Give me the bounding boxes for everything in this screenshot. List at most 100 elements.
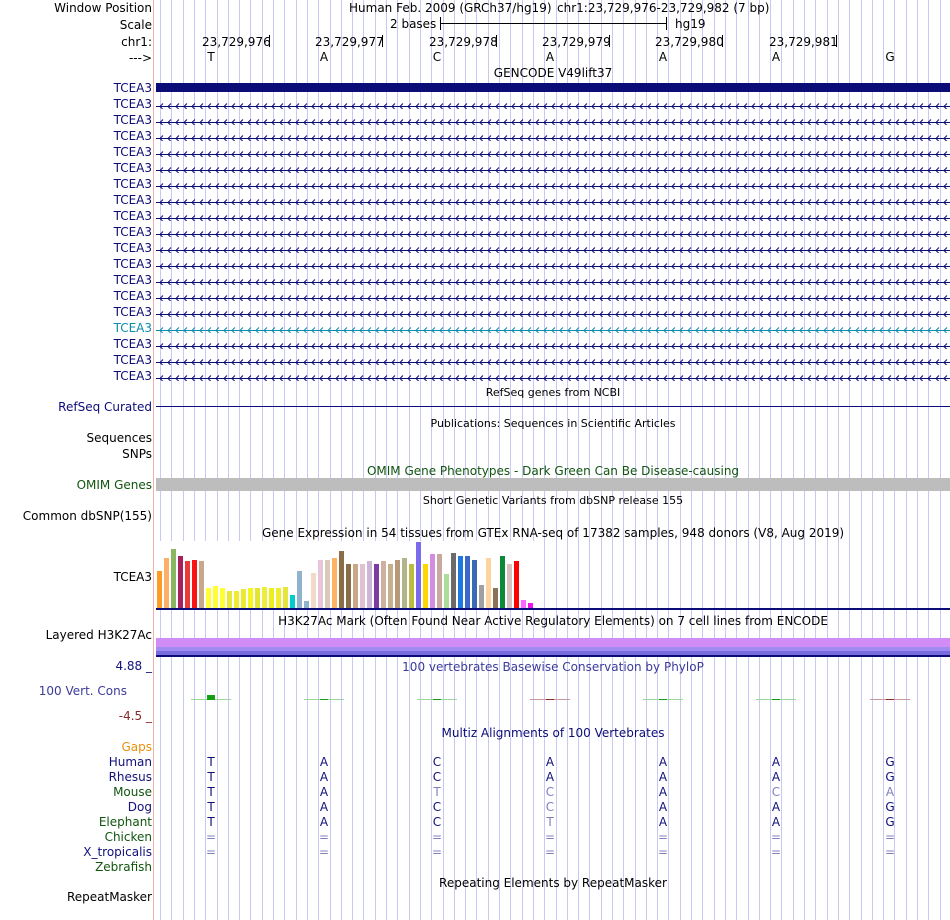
phylop-score[interactable] (320, 699, 328, 700)
gtex-tissue-bar[interactable] (465, 556, 470, 608)
gtex-tissue-bar[interactable] (171, 549, 176, 608)
gtex-tissue-bar[interactable] (486, 558, 491, 608)
multiz-species-label[interactable]: Dog (127, 800, 152, 814)
gencode-transcript-label[interactable]: TCEA3 (113, 289, 152, 303)
gtex-tissue-bar[interactable] (262, 587, 267, 608)
gencode-transcript-label[interactable]: TCEA3 (113, 177, 152, 191)
gtex-tissue-bar[interactable] (157, 571, 162, 608)
gtex-tissue-bar[interactable] (388, 564, 393, 608)
gtex-tissue-bar[interactable] (507, 564, 512, 608)
gencode-transcript-label[interactable]: TCEA3 (113, 129, 152, 143)
phylop-score[interactable] (886, 699, 894, 700)
gencode-transcript-label[interactable]: TCEA3 (113, 305, 152, 319)
gtex-tissue-bar[interactable] (297, 571, 302, 608)
gtex-tissue-bar[interactable] (479, 585, 484, 608)
h3k27ac-layer-3[interactable] (156, 651, 950, 655)
gtex-tissue-bar[interactable] (451, 553, 456, 608)
gtex-tissue-bar[interactable] (206, 588, 211, 608)
gencode-transcript-line[interactable] (156, 132, 950, 141)
gtex-tissue-bar[interactable] (332, 558, 337, 608)
refseq-label[interactable]: RefSeq Curated (58, 400, 152, 414)
gtex-tissue-bar[interactable] (437, 554, 442, 608)
phylop-score[interactable] (772, 699, 780, 700)
gtex-tissue-bar[interactable] (241, 589, 246, 608)
gtex-tissue-bar[interactable] (514, 561, 519, 608)
gtex-label[interactable]: TCEA3 (113, 570, 152, 584)
gtex-tissue-bar[interactable] (402, 558, 407, 608)
gtex-tissue-bar[interactable] (234, 591, 239, 608)
gtex-tissue-bar[interactable] (346, 564, 351, 608)
gtex-tissue-bar[interactable] (528, 603, 533, 608)
gtex-tissue-bar[interactable] (213, 586, 218, 608)
gtex-tissue-bar[interactable] (423, 564, 428, 608)
gencode-transcript-line[interactable] (156, 244, 950, 253)
gencode-transcript-label[interactable]: TCEA3 (113, 145, 152, 159)
multiz-gaps-label[interactable]: Gaps (121, 740, 152, 754)
gtex-tissue-bar[interactable] (304, 601, 309, 608)
gencode-transcript-line[interactable] (156, 308, 950, 317)
gtex-tissue-bar[interactable] (444, 574, 449, 608)
repeatmasker-label[interactable]: RepeatMasker (66, 890, 152, 904)
gencode-transcript-label[interactable]: TCEA3 (113, 225, 152, 239)
gencode-transcript-line[interactable] (156, 164, 950, 173)
gtex-tissue-bar[interactable] (493, 588, 498, 608)
gencode-transcript-line[interactable] (156, 116, 950, 125)
gtex-tissue-bar[interactable] (367, 561, 372, 608)
gtex-tissue-bar[interactable] (458, 556, 463, 608)
gtex-tissue-bar[interactable] (255, 588, 260, 608)
gtex-tissue-bar[interactable] (220, 588, 225, 608)
gtex-tissue-bar[interactable] (164, 558, 169, 608)
gencode-transcript-line[interactable] (156, 228, 950, 237)
gtex-tissue-bar[interactable] (416, 542, 421, 608)
phylop-score[interactable] (659, 699, 667, 700)
gtex-tissue-bar[interactable] (500, 556, 505, 608)
gencode-transcript-label[interactable]: TCEA3 (113, 273, 152, 287)
gtex-tissue-bar[interactable] (311, 573, 316, 608)
gtex-tissue-bar[interactable] (192, 560, 197, 608)
gencode-transcript-label[interactable]: TCEA3 (113, 257, 152, 271)
gencode-transcript-line[interactable] (156, 372, 950, 381)
phylop-score[interactable] (433, 699, 441, 700)
gtex-tissue-bar[interactable] (283, 587, 288, 608)
multiz-species-label[interactable]: Zebrafish (95, 860, 152, 874)
gtex-tissue-bar[interactable] (430, 554, 435, 608)
gtex-tissue-bar[interactable] (409, 564, 414, 608)
gtex-tissue-bar[interactable] (276, 588, 281, 608)
multiz-species-label[interactable]: Rhesus (108, 770, 152, 784)
dbsnp-label[interactable]: Common dbSNP(155) (22, 509, 152, 523)
h3k27ac-layer-1[interactable] (156, 638, 950, 647)
gtex-tissue-bar[interactable] (178, 556, 183, 608)
gencode-gene-label[interactable]: TCEA3 (113, 81, 152, 95)
phylop-label[interactable]: 100 Vert. Cons (38, 684, 127, 698)
gtex-tissue-bar[interactable] (374, 564, 379, 608)
gtex-tissue-bar[interactable] (353, 564, 358, 608)
multiz-species-label[interactable]: Elephant (98, 815, 152, 829)
gencode-transcript-line[interactable] (156, 212, 950, 221)
gtex-bar-chart[interactable] (156, 541, 536, 608)
gencode-transcript-label[interactable]: TCEA3 (113, 161, 152, 175)
gtex-tissue-bar[interactable] (199, 561, 204, 608)
gencode-transcript-line[interactable] (156, 100, 950, 109)
gencode-transcript-line[interactable] (156, 180, 950, 189)
gtex-tissue-bar[interactable] (290, 595, 295, 608)
gencode-transcript-label[interactable]: TCEA3 (113, 209, 152, 223)
gencode-transcript-label[interactable]: TCEA3 (113, 113, 152, 127)
gencode-transcript-line[interactable] (156, 356, 950, 365)
gencode-transcript-line[interactable] (156, 196, 950, 205)
multiz-species-label[interactable]: X_tropicalis (83, 845, 152, 859)
gencode-transcript-line[interactable] (156, 260, 950, 269)
multiz-species-label[interactable]: Human (108, 755, 152, 769)
omim-feature-bar[interactable] (156, 478, 950, 491)
gencode-transcript-label[interactable]: TCEA3 (113, 353, 152, 367)
gencode-transcript-label[interactable]: TCEA3 (113, 241, 152, 255)
multiz-species-label[interactable]: Mouse (113, 785, 152, 799)
gtex-tissue-bar[interactable] (248, 588, 253, 608)
gencode-transcript-label[interactable]: TCEA3 (113, 369, 152, 383)
gtex-tissue-bar[interactable] (185, 561, 190, 608)
multiz-species-label[interactable]: Chicken (104, 830, 152, 844)
gtex-tissue-bar[interactable] (381, 561, 386, 608)
gencode-transcript-label[interactable]: TCEA3 (113, 97, 152, 111)
gencode-gene-bar[interactable] (156, 83, 950, 92)
gtex-tissue-bar[interactable] (395, 560, 400, 608)
gencode-transcript-line[interactable] (156, 340, 950, 349)
